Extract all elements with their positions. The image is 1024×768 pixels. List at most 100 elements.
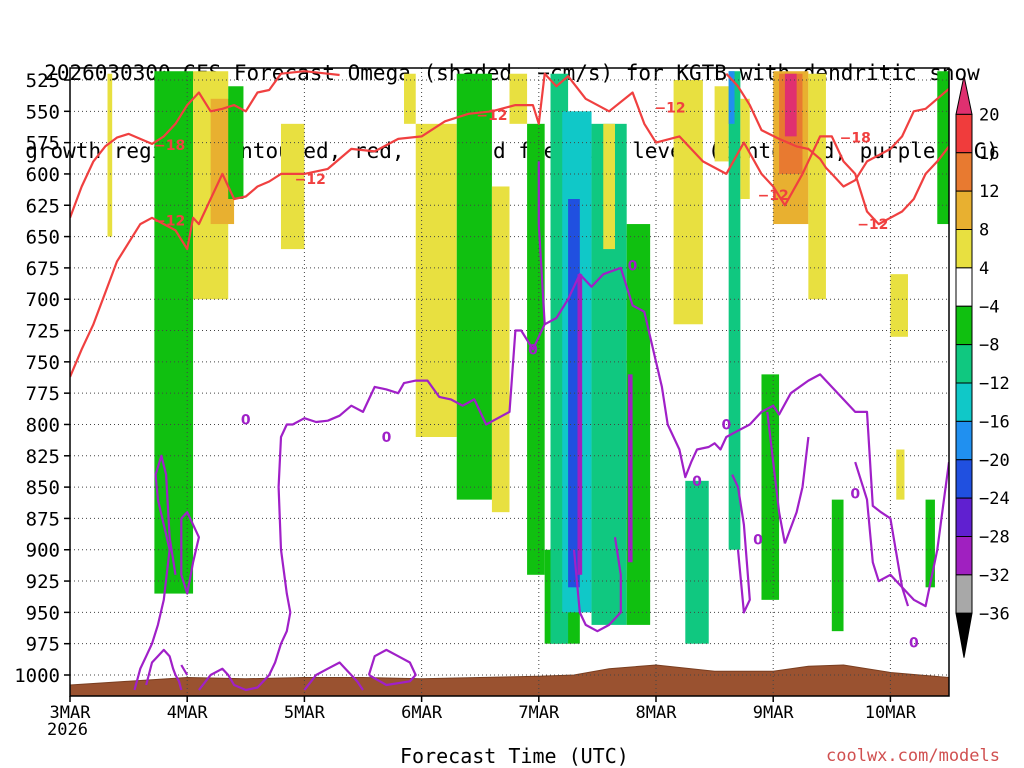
freezing-contour-12 (537, 161, 546, 325)
omega-area-4 (228, 86, 244, 199)
omega-area-34 (896, 449, 905, 500)
y-tick-label-575: 575 (26, 133, 60, 155)
x-axis-title: Forecast Time (UTC) (400, 744, 629, 768)
dgz-contour-2 (725, 72, 949, 188)
y-tick-label-925: 925 (26, 571, 60, 593)
gridlines (70, 68, 949, 696)
omega-shading (107, 71, 949, 644)
y-tick-label-875: 875 (26, 508, 60, 530)
omega-area-26 (740, 98, 750, 199)
omega-area-30 (784, 73, 797, 137)
freezing-contour-5 (367, 648, 417, 687)
x-tick-label-5MAR: 5MAR (284, 703, 326, 723)
colorbar-swatch-12 (955, 536, 973, 576)
y-tick-label-800: 800 (26, 414, 60, 436)
colorbar-swatch-6 (955, 305, 973, 346)
y-axis: 525 550 575 600 625 650 675 700 725 750 775 800 825 8… (14, 70, 70, 687)
dgz-label-6: −18 (840, 131, 871, 147)
y-tick-label-650: 650 (26, 227, 60, 249)
freezing-label-0: 0 (241, 412, 251, 428)
omega-area-9 (491, 186, 510, 513)
omega-area-32 (831, 499, 844, 632)
colorbar-swatch-4 (955, 229, 973, 269)
freezing-contour-10 (783, 436, 810, 544)
dgz-contour-1 (70, 72, 949, 378)
colorbar-label-6: −8 (979, 336, 999, 356)
omega-area-1 (154, 71, 194, 594)
colorbar-swatch-2 (955, 152, 973, 192)
terrain-polygon (70, 664, 949, 696)
omega-area-22 (685, 480, 709, 644)
freezing-label-5: 0 (721, 417, 731, 433)
colorbar-label-9: −20 (979, 451, 1010, 471)
dgz-contour-0 (70, 70, 340, 219)
omega-area-35 (925, 499, 935, 588)
y-tick-label-750: 750 (26, 352, 60, 374)
colorbar-top-arrow (955, 75, 973, 115)
colorbar-label-10: −24 (979, 489, 1010, 509)
freezing-label-7: 0 (850, 486, 860, 502)
omega-area-33 (890, 274, 908, 337)
terrain-fill (70, 664, 949, 696)
freezing-label-3: 0 (628, 258, 638, 274)
freezing-contour-0 (145, 648, 183, 691)
x-axis-year-label: 2026 (47, 720, 88, 740)
freezing-label-2: 0 (528, 342, 538, 358)
freezing-contour-2 (133, 454, 177, 691)
colorbar-swatch-8 (955, 382, 973, 422)
x-tick-label-3MAR: 3MAR (50, 703, 92, 723)
y-tick-label-625: 625 (26, 195, 60, 217)
dgz-label-4: −12 (654, 101, 685, 117)
omega-area-15 (568, 199, 580, 588)
dgz-label-5: −12 (758, 188, 789, 204)
colorbar-label-0: 20 (979, 105, 999, 125)
colorbar-label-11: −28 (979, 528, 1010, 548)
x-tick-label-9MAR: 9MAR (753, 703, 795, 723)
omega-area-5 (280, 123, 305, 250)
y-tick-label-950: 950 (26, 602, 60, 624)
x-tick-label-7MAR: 7MAR (518, 703, 560, 723)
freezing-label-8: 0 (909, 635, 919, 651)
y-tick-label-775: 775 (26, 383, 60, 405)
freezing-contour-6 (572, 537, 622, 633)
y-tick-label-975: 975 (26, 634, 60, 656)
colorbar-bottom-arrow (955, 612, 973, 658)
x-tick-label-8MAR: 8MAR (636, 703, 678, 723)
colorbar-swatch-5 (955, 267, 973, 307)
source-credit[interactable]: coolwx.com/models (826, 746, 1000, 766)
dgz-label-1: −12 (154, 213, 185, 229)
omega-area-25 (728, 71, 735, 124)
colorbar-label-12: −32 (979, 566, 1010, 586)
freezing-contour-11 (180, 664, 189, 676)
dgz-label-7: −12 (857, 217, 888, 233)
colorbar-label-13: −36 (979, 604, 1010, 624)
y-tick-label-825: 825 (26, 446, 60, 468)
colorbar-swatch-9 (955, 420, 973, 461)
y-tick-label-900: 900 (26, 540, 60, 562)
y-tick-label-600: 600 (26, 164, 60, 186)
omega-area-7 (415, 123, 457, 437)
y-tick-label-1000: 1000 (14, 665, 60, 687)
omega-area-8 (456, 73, 492, 500)
y-tick-label-725: 725 (26, 321, 60, 343)
omega-area-36 (937, 71, 949, 225)
omega-area-24 (728, 71, 741, 550)
omega-area-16 (577, 274, 583, 575)
freezing-contour-7 (731, 474, 751, 614)
colorbar-label-4: 4 (979, 259, 989, 279)
colorbar-label-3: 8 (979, 221, 989, 241)
freezing-contour-4 (303, 661, 364, 691)
omega-area-21 (673, 80, 703, 325)
omega-area-20 (627, 374, 633, 563)
omega-area-23 (714, 86, 729, 162)
freezing-contour-9 (766, 411, 786, 544)
y-tick-label-550: 550 (26, 101, 60, 123)
colorbar-label-2: 12 (979, 182, 999, 202)
freezing-label-1: 0 (382, 430, 392, 446)
omega-area-0 (107, 73, 113, 237)
colorbar-swatch-10 (955, 459, 973, 499)
dgz-label-2: −12 (295, 172, 326, 188)
omega-area-6 (404, 73, 416, 124)
x-axis: 3MAR 4MAR 5MAR 6MAR 7MAR 8MAR 9MAR 10MAR (50, 696, 917, 723)
